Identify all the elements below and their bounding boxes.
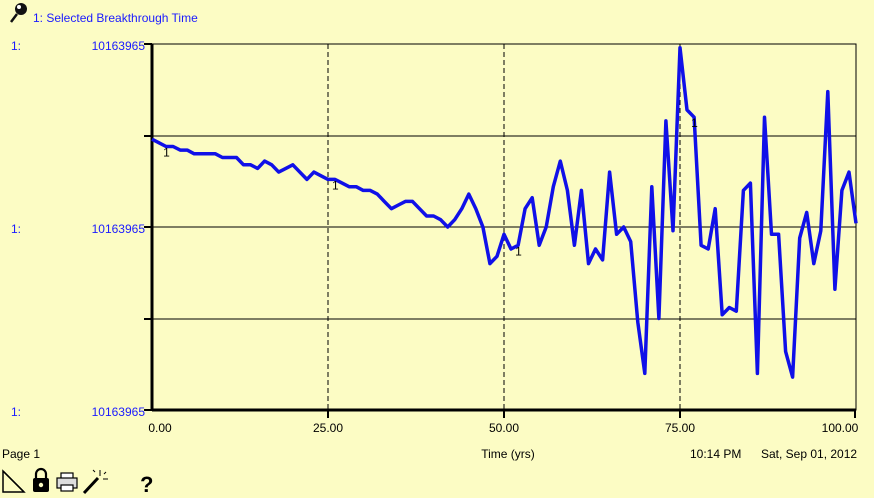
- pin-icon[interactable]: [10, 3, 27, 23]
- series-markers: 1 1 1 1: [163, 116, 698, 258]
- page-turn-icon[interactable]: [2, 469, 26, 493]
- footer-time: 10:14 PM: [690, 447, 741, 461]
- x-tick-25: 25.00: [313, 421, 343, 435]
- y-label-top-prefix: 1:: [11, 39, 21, 53]
- series-marker-2: 1: [332, 178, 339, 192]
- gridlines: [152, 44, 856, 410]
- series-marker-1: 1: [163, 146, 170, 160]
- x-tick-75: 75.00: [665, 421, 695, 435]
- y-label-bottom-value: 10163965: [92, 405, 146, 419]
- axis-ticks: [144, 43, 856, 418]
- series-line-1: [151, 45, 858, 379]
- print-icon[interactable]: [56, 472, 78, 492]
- y-label-mid-value: 10163965: [92, 222, 146, 236]
- y-label-mid-prefix: 1:: [11, 222, 21, 236]
- x-tick-100: 100.00: [822, 421, 859, 435]
- x-tick-0: 0.00: [148, 421, 172, 435]
- lock-icon[interactable]: [33, 467, 49, 492]
- help-button[interactable]: ?: [140, 472, 153, 497]
- x-axis-label: Time (yrs): [481, 447, 535, 461]
- chart-title: 1: Selected Breakthrough Time: [33, 11, 198, 25]
- series-marker-3: 1: [515, 244, 522, 258]
- y-label-top-value: 10163965: [92, 39, 146, 53]
- y-label-bottom-prefix: 1:: [11, 405, 21, 419]
- magic-wand-icon[interactable]: [82, 469, 108, 495]
- footer-date: Sat, Sep 01, 2012: [761, 447, 857, 461]
- x-tick-50: 50.00: [489, 421, 519, 435]
- page-label: Page 1: [2, 447, 40, 461]
- series-marker-4: 1: [691, 116, 698, 130]
